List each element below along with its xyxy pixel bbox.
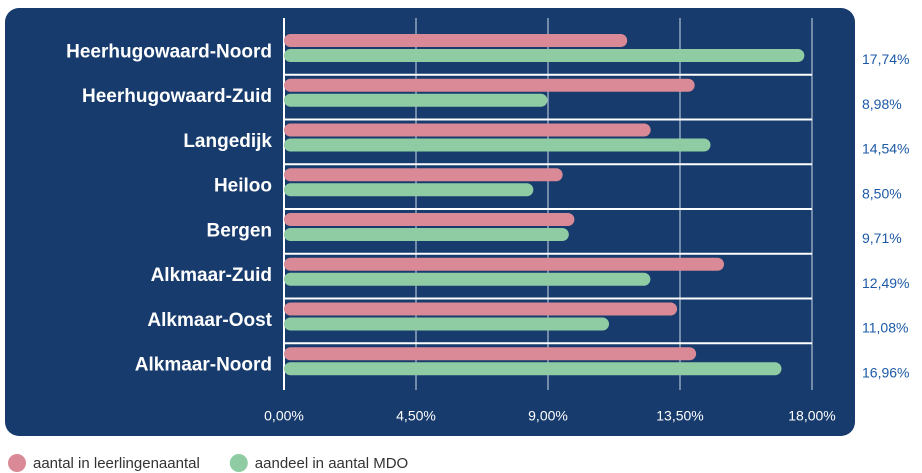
x-tick-label: 18,00%: [788, 408, 835, 424]
bar: [284, 123, 651, 137]
category-label: Langedijk: [183, 131, 272, 152]
legend-label: aantal in leerlingenaantal: [33, 455, 200, 472]
bar: [284, 257, 724, 271]
bar: [284, 347, 697, 361]
category-label: Heiloo: [214, 176, 272, 197]
bar: [284, 362, 782, 376]
category-label: Alkmaar-Zuid: [151, 265, 272, 286]
bar: [284, 213, 575, 226]
bar: [284, 317, 610, 331]
value-label: 8,50%: [862, 185, 902, 201]
x-tick-label: 4,50%: [396, 408, 436, 424]
legend-swatch: [229, 454, 248, 472]
value-label: 17,74%: [862, 51, 909, 67]
value-label: 12,49%: [862, 275, 909, 291]
value-label: 16,96%: [862, 364, 909, 380]
category-label: Bergen: [207, 220, 272, 241]
value-label: 11,08%: [862, 320, 908, 336]
value-label: 9,71%: [862, 230, 902, 246]
bar: [284, 138, 711, 152]
bar: [284, 78, 695, 92]
x-tick-label: 9,00%: [528, 408, 568, 424]
x-tick-label: 13,50%: [656, 408, 703, 424]
bar: [284, 168, 563, 182]
value-label: 14,54%: [862, 141, 909, 157]
bar: [284, 272, 651, 286]
x-tick-label: 0,00%: [264, 408, 304, 424]
category-label: Heerhugowaard-Zuid: [82, 86, 272, 107]
bar: [284, 183, 534, 197]
category-label: Alkmaar-Noord: [135, 355, 272, 376]
legend-swatch: [8, 454, 26, 472]
bar: [284, 49, 805, 62]
bar: [284, 228, 569, 241]
bar: [284, 302, 678, 316]
bar: [284, 34, 628, 47]
bar: [284, 93, 548, 107]
category-label: Heerhugowaard-Noord: [66, 41, 272, 62]
legend-label: aandeel in aantal MDO: [255, 455, 408, 472]
category-label: Alkmaar-Oost: [147, 310, 272, 331]
value-label: 8,98%: [862, 96, 902, 112]
